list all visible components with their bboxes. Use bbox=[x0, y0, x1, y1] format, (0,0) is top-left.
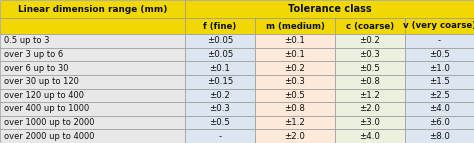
Text: 0.5 up to 3: 0.5 up to 3 bbox=[4, 36, 49, 45]
Bar bbox=[405, 116, 474, 129]
Bar bbox=[255, 102, 335, 116]
Text: -: - bbox=[219, 132, 221, 141]
Bar bbox=[255, 18, 335, 34]
Bar bbox=[335, 75, 405, 89]
Bar bbox=[185, 34, 255, 48]
Text: -: - bbox=[438, 36, 441, 45]
Bar bbox=[185, 75, 255, 89]
Bar bbox=[185, 48, 255, 61]
Bar bbox=[0, 75, 185, 89]
Text: ±4.0: ±4.0 bbox=[360, 132, 381, 141]
Bar bbox=[185, 0, 474, 18]
Text: ±6.0: ±6.0 bbox=[429, 118, 450, 127]
Text: ±2.0: ±2.0 bbox=[284, 132, 305, 141]
Bar bbox=[255, 61, 335, 75]
Bar bbox=[405, 75, 474, 89]
Text: v (very coarse): v (very coarse) bbox=[403, 21, 474, 30]
Bar bbox=[255, 116, 335, 129]
Bar bbox=[405, 102, 474, 116]
Bar bbox=[405, 18, 474, 34]
Bar bbox=[405, 34, 474, 48]
Bar bbox=[0, 116, 185, 129]
Bar bbox=[185, 18, 255, 34]
Bar bbox=[405, 61, 474, 75]
Text: ±0.15: ±0.15 bbox=[207, 77, 233, 86]
Bar bbox=[0, 34, 185, 48]
Bar bbox=[405, 48, 474, 61]
Text: ±0.3: ±0.3 bbox=[210, 104, 230, 113]
Bar bbox=[0, 102, 185, 116]
Bar bbox=[335, 61, 405, 75]
Text: ±0.3: ±0.3 bbox=[360, 50, 381, 59]
Bar bbox=[335, 18, 405, 34]
Text: ±0.8: ±0.8 bbox=[360, 77, 381, 86]
Bar bbox=[0, 48, 185, 61]
Text: over 6 up to 30: over 6 up to 30 bbox=[4, 63, 69, 73]
Text: ±1.0: ±1.0 bbox=[429, 63, 450, 73]
Text: ±0.1: ±0.1 bbox=[284, 50, 305, 59]
Text: ±8.0: ±8.0 bbox=[429, 132, 450, 141]
Bar bbox=[185, 116, 255, 129]
Bar bbox=[185, 89, 255, 102]
Bar bbox=[255, 34, 335, 48]
Bar bbox=[185, 102, 255, 116]
Bar bbox=[185, 61, 255, 75]
Text: ±0.5: ±0.5 bbox=[360, 63, 381, 73]
Bar bbox=[255, 129, 335, 143]
Text: ±2.0: ±2.0 bbox=[360, 104, 381, 113]
Bar bbox=[335, 102, 405, 116]
Text: ±0.1: ±0.1 bbox=[284, 36, 305, 45]
Bar bbox=[0, 89, 185, 102]
Text: ±0.2: ±0.2 bbox=[284, 63, 305, 73]
Text: ±0.5: ±0.5 bbox=[429, 50, 450, 59]
Bar bbox=[0, 18, 185, 34]
Text: ±1.5: ±1.5 bbox=[429, 77, 450, 86]
Text: ±0.5: ±0.5 bbox=[284, 91, 305, 100]
Text: ±2.5: ±2.5 bbox=[429, 91, 450, 100]
Bar bbox=[335, 89, 405, 102]
Text: ±0.05: ±0.05 bbox=[207, 50, 233, 59]
Text: m (medium): m (medium) bbox=[265, 21, 324, 30]
Bar bbox=[255, 89, 335, 102]
Bar bbox=[185, 129, 255, 143]
Text: over 30 up to 120: over 30 up to 120 bbox=[4, 77, 79, 86]
Text: over 120 up to 400: over 120 up to 400 bbox=[4, 91, 84, 100]
Bar bbox=[335, 129, 405, 143]
Bar bbox=[335, 34, 405, 48]
Bar bbox=[255, 75, 335, 89]
Text: ±0.2: ±0.2 bbox=[210, 91, 230, 100]
Text: over 1000 up to 2000: over 1000 up to 2000 bbox=[4, 118, 94, 127]
Bar bbox=[255, 48, 335, 61]
Text: Tolerance class: Tolerance class bbox=[288, 4, 371, 14]
Text: ±0.2: ±0.2 bbox=[360, 36, 381, 45]
Text: ±3.0: ±3.0 bbox=[360, 118, 381, 127]
Text: ±4.0: ±4.0 bbox=[429, 104, 450, 113]
Text: c (coarse): c (coarse) bbox=[346, 21, 394, 30]
Text: over 2000 up to 4000: over 2000 up to 4000 bbox=[4, 132, 94, 141]
Text: ±0.1: ±0.1 bbox=[210, 63, 230, 73]
Bar bbox=[405, 89, 474, 102]
Text: ±0.5: ±0.5 bbox=[210, 118, 230, 127]
Text: ±0.05: ±0.05 bbox=[207, 36, 233, 45]
Bar bbox=[335, 48, 405, 61]
Text: f (fine): f (fine) bbox=[203, 21, 237, 30]
Text: over 3 up to 6: over 3 up to 6 bbox=[4, 50, 63, 59]
Bar bbox=[0, 0, 185, 18]
Text: ±1.2: ±1.2 bbox=[284, 118, 305, 127]
Bar bbox=[0, 129, 185, 143]
Bar bbox=[0, 61, 185, 75]
Bar bbox=[335, 116, 405, 129]
Text: Linear dimension range (mm): Linear dimension range (mm) bbox=[18, 4, 167, 13]
Text: ±0.8: ±0.8 bbox=[284, 104, 305, 113]
Text: over 400 up to 1000: over 400 up to 1000 bbox=[4, 104, 89, 113]
Text: ±1.2: ±1.2 bbox=[360, 91, 381, 100]
Text: ±0.3: ±0.3 bbox=[284, 77, 305, 86]
Bar bbox=[405, 129, 474, 143]
